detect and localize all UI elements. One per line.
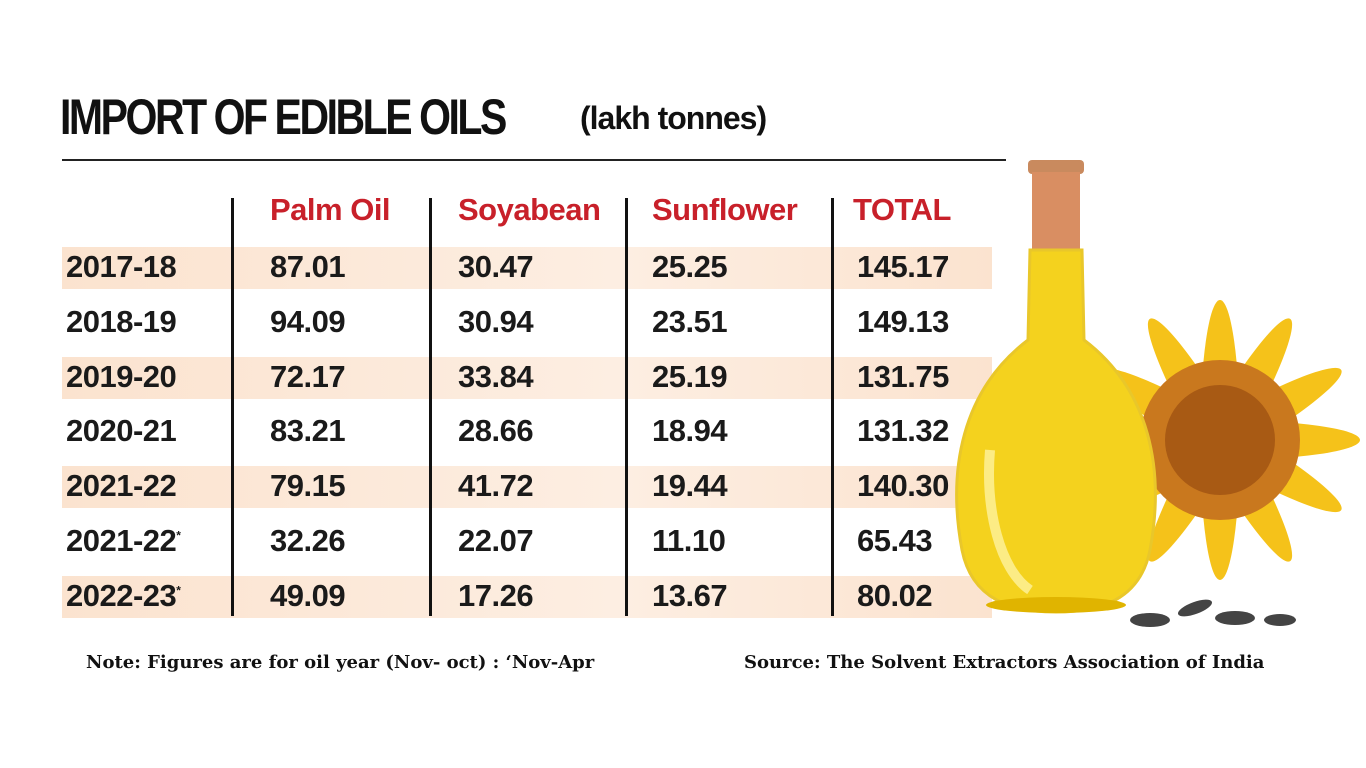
value-cell: 13.67 [652,577,728,613]
title-text: IMPORT OF EDIBLE OILS [60,89,507,145]
chart-title: IMPORT OF EDIBLE OILS (lakh tonnes) [60,88,767,146]
value-cell: 149.13 [857,303,949,339]
footnote-marker: * [176,528,181,543]
oil-bottle-icon [955,160,1157,614]
column-header: Soyabean [458,192,601,227]
value-cell: 33.84 [458,358,534,394]
source-note: Source: The Solvent Extractors Associati… [744,652,1265,673]
year-label: 2018-19 [66,303,177,339]
column-header: Sunflower [652,192,798,227]
year-label: 2019-20 [66,358,177,394]
oil-bottle-sunflower-illustration [955,160,1360,627]
year-cell: 2021-22 [66,468,177,504]
value-cell: 25.25 [652,249,728,284]
value-cell: 94.09 [270,303,346,339]
year-label: 2017-18 [66,249,177,284]
table-row: 2018-19 94.09 30.94 23.51 149.13 [62,302,992,344]
value-cell: 11.10 [652,523,726,558]
sunflower-icon [1080,300,1360,580]
year-cell: 2022-23* [66,577,181,614]
unit-label: (lakh tonnes) [580,100,767,136]
column-header: Palm Oil [270,192,391,227]
value-cell: 32.26 [270,523,346,558]
year-label: 2022-23 [66,577,177,613]
column-header: TOTAL [853,192,951,227]
value-cell: 22.07 [458,523,534,558]
year-cell: 2021-22* [66,523,181,559]
year-label: 2020-21 [66,413,177,449]
value-cell: 17.26 [458,577,534,613]
year-label: 2021-22 [66,523,177,558]
column-divider [429,198,432,616]
year-cell: 2017-18 [66,249,177,285]
value-cell: 25.19 [652,358,728,394]
value-cell: 41.72 [458,468,534,504]
table-row: 2022-23* 49.09 17.26 13.67 80.02 [62,575,992,618]
value-cell: 30.47 [458,249,534,284]
table-row: 2021-22* 32.26 22.07 11.10 65.43 [62,521,992,563]
value-cell: 19.44 [652,468,728,504]
column-divider [625,198,628,616]
footnote: Note: Figures are for oil year (Nov- oct… [86,652,595,673]
value-cell: 131.75 [857,358,949,394]
value-cell: 140.30 [857,468,949,504]
title-rule [62,159,1006,161]
value-cell: 131.32 [857,413,949,449]
table-row: 2017-18 87.01 30.47 25.25 145.17 [62,247,992,289]
value-cell: 72.17 [270,358,346,394]
table-row: 2019-20 72.17 33.84 25.19 131.75 [62,356,992,399]
value-cell: 30.94 [458,303,534,339]
value-cell: 28.66 [458,413,534,449]
value-cell: 49.09 [270,577,346,613]
value-cell: 23.51 [652,303,728,339]
table-row: 2021-22 79.15 41.72 19.44 140.30 [62,466,992,509]
column-divider [831,198,834,616]
value-cell: 87.01 [270,249,346,284]
year-cell: 2020-21 [66,413,177,449]
year-cell: 2018-19 [66,303,177,340]
seeds-icon [1130,599,1296,627]
year-label: 2021-22 [66,468,177,504]
footnote-marker: * [176,583,181,598]
table-row: 2020-21 83.21 28.66 18.94 131.32 [62,411,992,453]
value-cell: 145.17 [857,249,949,284]
value-cell: 65.43 [857,523,933,558]
year-cell: 2019-20 [66,358,177,395]
value-cell: 18.94 [652,413,728,449]
value-cell: 80.02 [857,577,933,613]
column-divider [231,198,234,616]
value-cell: 79.15 [270,468,346,504]
value-cell: 83.21 [270,413,346,449]
